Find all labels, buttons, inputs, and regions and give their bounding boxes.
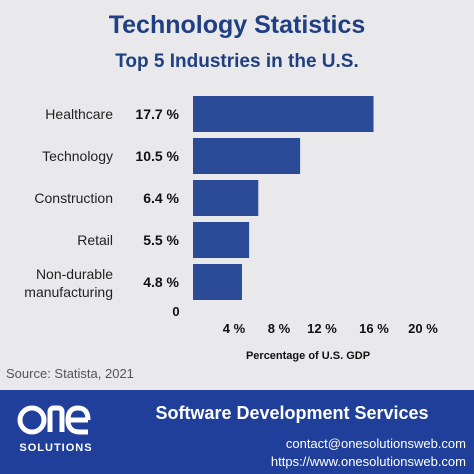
logo: SOLUTIONS xyxy=(14,400,98,462)
category-label-4: Non-durable manufacturing xyxy=(24,266,113,300)
website-link[interactable]: https://www.onesolutionsweb.com xyxy=(270,454,466,469)
x-tick-label-3: 16 % xyxy=(359,321,389,336)
x-tick-label-0: 4 % xyxy=(223,321,246,336)
x-axis-label: Percentage of U.S. GDP xyxy=(246,350,370,362)
category-labels: Healthcare Technology Construction Retail No… xyxy=(24,106,113,300)
one-logo-icon xyxy=(17,405,91,435)
category-label-1: Technology xyxy=(42,148,113,164)
category-label-3: Retail xyxy=(77,232,113,248)
value-label-2: 6.4 % xyxy=(143,190,179,206)
bar-0 xyxy=(193,96,374,132)
bar-3 xyxy=(193,222,250,258)
bars xyxy=(193,96,374,300)
x-tick-labels: 4 % 8 % 12 % 16 % 20 % xyxy=(223,321,438,336)
bar-1 xyxy=(193,138,301,174)
value-label-0: 17.7 % xyxy=(135,106,179,122)
x-tick-label-1: 8 % xyxy=(268,321,291,336)
chart-title: Technology Statistics xyxy=(108,11,366,39)
bar-4 xyxy=(193,264,242,300)
source-note: Source: Statista, 2021 xyxy=(6,366,134,381)
contact-email[interactable]: contact@onesolutionsweb.com xyxy=(285,436,466,451)
value-label-4: 4.8 % xyxy=(143,274,179,290)
x-tick-label-2: 12 % xyxy=(307,321,337,336)
chart-subtitle: Top 5 Industries in the U.S. xyxy=(115,51,359,72)
zero-label: 0 xyxy=(172,304,179,319)
x-tick-label-4: 20 % xyxy=(408,321,438,336)
bar-2 xyxy=(193,180,259,216)
services-heading: Software Development Services xyxy=(155,403,429,423)
value-labels: 17.7 % 10.5 % 6.4 % 5.5 % 4.8 % xyxy=(135,106,179,290)
value-label-3: 5.5 % xyxy=(143,232,179,248)
logo-text: SOLUTIONS xyxy=(19,442,93,454)
footer-banner: SOLUTIONS Software Development Services … xyxy=(0,390,474,474)
value-label-1: 10.5 % xyxy=(135,148,179,164)
category-label-0: Healthcare xyxy=(45,106,113,122)
bar-chart: Healthcare Technology Construction Retail No… xyxy=(24,96,438,362)
category-label-2: Construction xyxy=(34,190,113,206)
